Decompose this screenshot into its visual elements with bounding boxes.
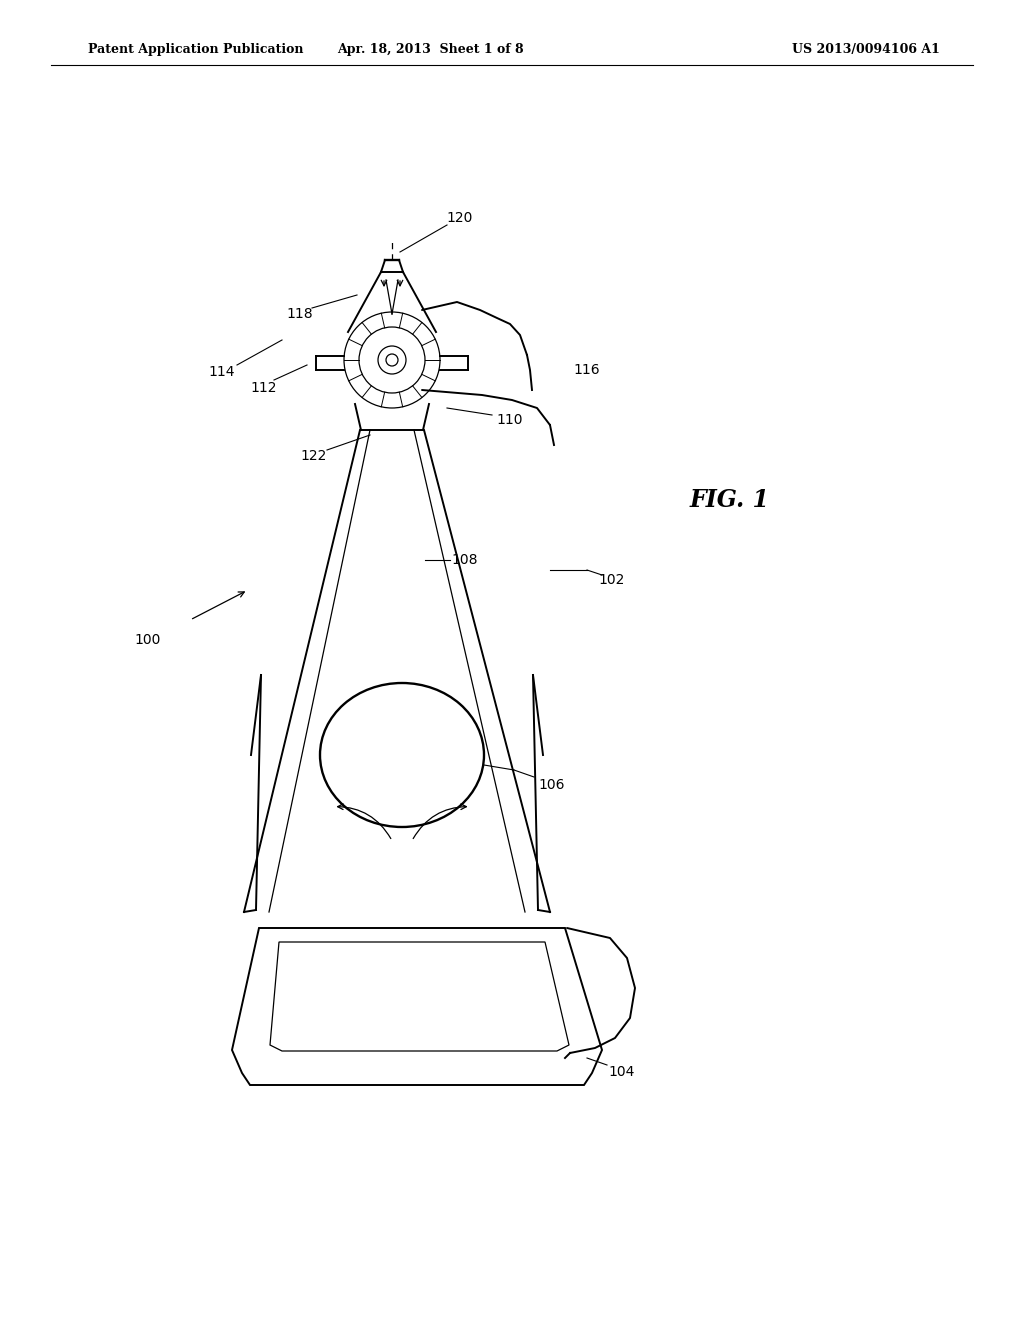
Text: 106: 106 — [539, 777, 565, 792]
Text: 122: 122 — [301, 449, 328, 463]
Text: Patent Application Publication: Patent Application Publication — [88, 44, 303, 57]
Text: US 2013/0094106 A1: US 2013/0094106 A1 — [793, 44, 940, 57]
Text: 112: 112 — [251, 381, 278, 395]
Text: 116: 116 — [573, 363, 600, 378]
Text: 114: 114 — [209, 366, 236, 379]
Text: 102: 102 — [599, 573, 626, 587]
Text: 118: 118 — [287, 308, 313, 321]
Text: 110: 110 — [497, 413, 523, 426]
Text: 120: 120 — [446, 211, 473, 224]
Text: 108: 108 — [452, 553, 478, 568]
Text: FIG. 1: FIG. 1 — [690, 488, 770, 512]
Text: 104: 104 — [609, 1065, 635, 1078]
Text: Apr. 18, 2013  Sheet 1 of 8: Apr. 18, 2013 Sheet 1 of 8 — [337, 44, 523, 57]
Text: 100: 100 — [135, 634, 161, 647]
